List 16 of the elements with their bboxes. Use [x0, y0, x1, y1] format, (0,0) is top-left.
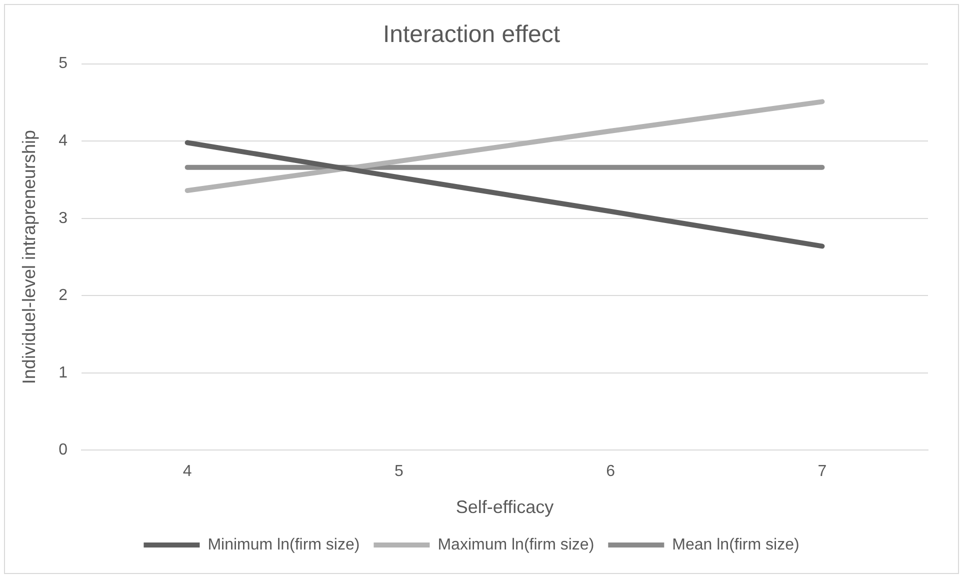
legend-label: Minimum ln(firm size)	[208, 536, 360, 554]
y-tick-label: 5	[58, 55, 68, 72]
y-tick-label: 0	[58, 442, 68, 459]
y-axis-title: Individuel-level intrapreneurship	[18, 130, 39, 384]
chart-title: Interaction effect	[383, 21, 560, 48]
y-tick-label: 1	[58, 364, 68, 382]
x-axis-title: Self-efficacy	[456, 497, 554, 518]
x-tick-label: 4	[182, 463, 192, 480]
y-tick-label: 3	[58, 210, 68, 227]
y-tick-label: 4	[58, 132, 68, 150]
x-tick-label: 7	[818, 463, 827, 480]
x-tick-label: 5	[394, 463, 404, 480]
legend-label: Maximum ln(firm size)	[438, 536, 594, 554]
x-tick-label: 6	[606, 463, 616, 480]
legend-label: Mean ln(firm size)	[672, 536, 800, 554]
y-tick-label: 2	[58, 287, 68, 304]
